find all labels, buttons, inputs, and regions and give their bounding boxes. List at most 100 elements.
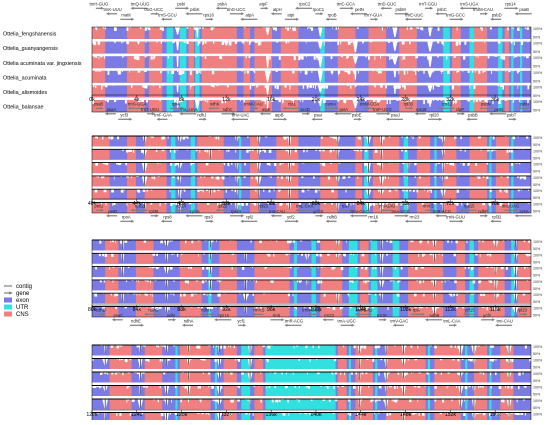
similarity-gap xyxy=(168,56,170,58)
gene-label: trnI-GAU xyxy=(356,307,373,312)
track-cns xyxy=(417,149,430,160)
gene-arrow-head xyxy=(515,214,518,217)
track-cns xyxy=(355,386,373,397)
similarity-gap xyxy=(265,85,266,87)
track-cns xyxy=(505,100,509,112)
track-cns xyxy=(373,136,399,147)
similarity-gap xyxy=(205,56,206,59)
track-cns xyxy=(478,253,504,263)
axis-tick-label: 148k xyxy=(400,412,412,418)
similarity-gap xyxy=(138,42,139,45)
track-utr xyxy=(175,399,177,410)
gene-label: rpl32 xyxy=(492,214,502,219)
track-utr xyxy=(470,100,474,112)
similarity-gap xyxy=(342,176,345,179)
similarity-gap xyxy=(333,307,336,310)
gene-label: trnW-CCA xyxy=(360,101,379,106)
gene-label: psaB xyxy=(519,7,529,12)
similarity-gap xyxy=(205,42,207,44)
similarity-gap xyxy=(104,56,105,59)
track-utr xyxy=(265,386,335,397)
similarity-gap xyxy=(453,163,454,166)
similarity-gap xyxy=(331,189,334,192)
track-utr xyxy=(520,27,522,39)
track-cns xyxy=(518,280,531,291)
similarity-gap xyxy=(203,100,205,101)
gene-arrow-head xyxy=(461,18,464,21)
similarity-gap xyxy=(410,27,413,29)
track-utr xyxy=(215,386,217,397)
similarity-gap xyxy=(254,71,255,73)
similarity-gap xyxy=(191,293,194,296)
track-utr xyxy=(511,42,513,54)
gene-label: rps19 xyxy=(231,209,242,214)
gene-arrow-head xyxy=(489,112,492,115)
species-label-1: Ottelia_guanyangensis xyxy=(3,46,58,52)
similarity-gap xyxy=(447,386,448,389)
similarity-gap xyxy=(217,176,220,180)
similarity-gap xyxy=(413,136,414,139)
similarity-gap xyxy=(433,71,434,72)
gene-arrow-head xyxy=(271,12,274,15)
gene-label: trnG-UCC xyxy=(227,7,246,12)
similarity-gap xyxy=(427,100,429,103)
gene-label: petN xyxy=(355,7,364,12)
similarity-gap xyxy=(286,42,287,44)
track-utr xyxy=(167,56,174,68)
similarity-gap xyxy=(187,42,189,44)
similarity-gap xyxy=(352,71,353,72)
gene-arrow-head xyxy=(439,118,442,121)
track-cns xyxy=(189,27,194,39)
similarity-gap xyxy=(305,345,307,348)
track-utr xyxy=(349,240,358,251)
similarity-gap xyxy=(207,149,209,152)
similarity-gap xyxy=(365,56,367,57)
gene-arrow-head xyxy=(351,7,354,10)
similarity-gap xyxy=(320,253,322,256)
gene-label: trnP-UGG xyxy=(373,107,392,112)
track-utr xyxy=(375,372,377,383)
similarity-gap xyxy=(520,56,521,57)
axis-tick-label: 112k xyxy=(445,307,456,313)
similarity-gap xyxy=(446,56,447,59)
similarity-gap xyxy=(436,163,437,166)
similarity-gap xyxy=(464,42,466,45)
similarity-gap xyxy=(165,42,166,43)
track-cns xyxy=(92,136,110,147)
similarity-gap xyxy=(102,136,104,140)
gene-arrow-head xyxy=(186,7,189,10)
similarity-gap xyxy=(127,203,128,206)
similarity-gap xyxy=(153,85,154,86)
similarity-gap xyxy=(278,100,280,102)
track-cns xyxy=(189,56,194,68)
similarity-gap xyxy=(341,267,343,270)
track-cns xyxy=(474,71,487,83)
track-cns xyxy=(92,85,105,97)
track-cns xyxy=(369,85,387,97)
track-utr xyxy=(428,399,430,410)
similarity-gap xyxy=(293,27,296,31)
similarity-gap xyxy=(492,359,494,362)
gene-arrow-head xyxy=(435,12,438,15)
similarity-gap xyxy=(457,189,459,193)
track-cns xyxy=(452,71,461,83)
track-cns xyxy=(202,27,237,39)
similarity-gap xyxy=(311,27,313,31)
similarity-gap xyxy=(463,71,464,72)
gene-label: atpB xyxy=(275,112,284,117)
gene-label: ycf2 xyxy=(287,214,295,219)
track-utr xyxy=(175,345,177,356)
track-utr xyxy=(312,293,316,304)
gene-label: rps16 xyxy=(203,12,214,17)
similarity-gap xyxy=(438,27,440,31)
similarity-gap xyxy=(388,42,390,43)
track-cns xyxy=(105,240,118,251)
pct-label-50: 50% xyxy=(533,65,541,69)
similarity-gap xyxy=(453,293,454,296)
similarity-gap xyxy=(508,71,510,72)
gene-label: trnC-GCA xyxy=(337,1,356,6)
similarity-gap xyxy=(433,100,434,101)
pct-label-50: 50% xyxy=(533,210,541,214)
similarity-gap xyxy=(93,85,94,87)
